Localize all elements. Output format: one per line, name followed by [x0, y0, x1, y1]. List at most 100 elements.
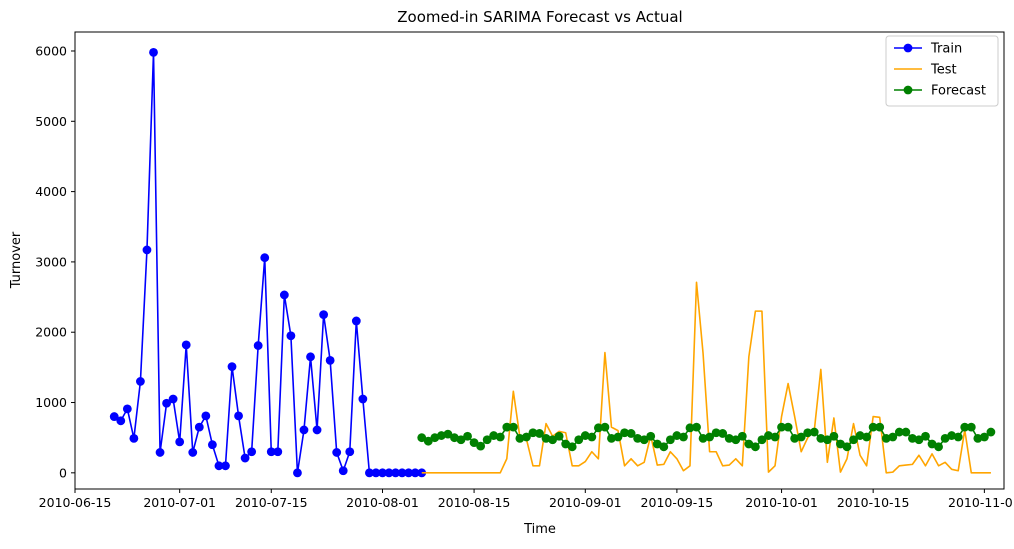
- data-point-forecast: [679, 432, 688, 442]
- data-point-train: [214, 461, 224, 471]
- data-point-train: [273, 447, 283, 457]
- data-point-forecast: [770, 432, 780, 442]
- data-point-forecast: [515, 433, 525, 443]
- data-point-forecast: [862, 432, 872, 442]
- x-tick-label: 2010-07-15: [235, 495, 308, 510]
- data-point-train: [384, 468, 394, 478]
- legend-entry-train: Train: [894, 42, 962, 57]
- legend: Train Test Forecast: [885, 35, 999, 107]
- data-point-train: [168, 394, 178, 404]
- data-point-forecast: [803, 428, 813, 438]
- data-point-train: [312, 425, 322, 435]
- data-point-train: [116, 416, 126, 426]
- data-point-forecast: [541, 433, 551, 443]
- legend-marker-forecast: [903, 85, 913, 95]
- data-point-forecast: [436, 431, 446, 440]
- data-point-forecast: [495, 432, 505, 442]
- data-point-forecast: [966, 422, 976, 432]
- data-point-forecast: [633, 433, 643, 443]
- data-point-train: [306, 352, 315, 362]
- data-point-train: [194, 422, 204, 432]
- data-point-train: [201, 411, 211, 421]
- data-point-forecast: [554, 431, 564, 441]
- data-point-forecast: [489, 431, 499, 440]
- y-axis-label: Turnover: [9, 231, 24, 289]
- data-point-forecast: [790, 433, 800, 443]
- plot-frame: [74, 31, 1005, 490]
- data-point-forecast: [901, 427, 911, 437]
- data-point-forecast: [600, 422, 610, 432]
- data-point-forecast: [888, 432, 898, 442]
- data-point-train: [234, 411, 243, 421]
- data-point-train: [149, 47, 158, 57]
- data-point-forecast: [659, 442, 669, 452]
- data-point-forecast: [574, 435, 584, 445]
- data-point-forecast: [718, 429, 728, 438]
- data-point-forecast: [986, 427, 996, 437]
- data-point-forecast: [953, 432, 963, 442]
- data-point-train: [266, 447, 276, 457]
- data-point-train: [371, 468, 381, 478]
- x-tick-label: 2010-09-01: [549, 495, 622, 510]
- data-point-train: [136, 377, 145, 386]
- data-point-train: [221, 461, 230, 471]
- data-point-forecast: [580, 431, 590, 440]
- data-point-forecast: [548, 435, 557, 445]
- data-point-forecast: [522, 432, 531, 442]
- data-point-train: [410, 468, 420, 478]
- data-point-forecast: [934, 442, 943, 452]
- data-point-forecast: [731, 435, 741, 445]
- data-point-train: [227, 362, 237, 372]
- data-point-forecast: [842, 442, 852, 452]
- x-tick-label: 2010-11-01: [948, 495, 1014, 510]
- x-tick-label: 2010-06-15: [39, 495, 112, 510]
- legend-label-forecast: Forecast: [931, 84, 986, 99]
- data-point-forecast: [620, 428, 629, 438]
- data-point-forecast: [672, 431, 682, 440]
- data-point-train: [299, 425, 309, 435]
- data-point-forecast: [737, 431, 747, 441]
- data-point-train: [358, 394, 368, 404]
- data-point-forecast: [908, 433, 917, 443]
- data-point-forecast: [829, 431, 839, 441]
- data-point-forecast: [979, 432, 989, 442]
- x-tick-label: 2010-09-15: [641, 495, 714, 510]
- data-point-forecast: [921, 431, 930, 441]
- data-point-forecast: [894, 427, 904, 437]
- data-point-forecast: [463, 431, 472, 441]
- data-point-forecast: [777, 422, 786, 432]
- series-forecast: [417, 422, 996, 452]
- data-point-train: [155, 448, 165, 457]
- data-point-forecast: [724, 433, 734, 443]
- data-point-train: [397, 468, 407, 478]
- legend-box: [885, 35, 999, 107]
- y-tick-label: 2000: [35, 325, 67, 340]
- data-point-forecast: [960, 422, 970, 432]
- data-point-train: [325, 355, 335, 365]
- data-point-forecast: [607, 433, 616, 443]
- data-point-train: [240, 453, 250, 463]
- data-point-forecast: [705, 432, 714, 442]
- data-point-train: [109, 412, 119, 421]
- data-point-forecast: [692, 422, 701, 432]
- data-point-train: [279, 290, 289, 300]
- data-point-forecast: [665, 435, 675, 445]
- data-point-forecast: [868, 422, 878, 432]
- data-point-forecast: [816, 433, 826, 443]
- data-point-train: [378, 468, 387, 478]
- data-point-forecast: [796, 432, 806, 442]
- data-point-forecast: [855, 431, 865, 440]
- data-point-forecast: [875, 422, 885, 432]
- data-point-train: [338, 466, 348, 476]
- data-point-train: [188, 448, 198, 457]
- data-point-forecast: [567, 442, 577, 452]
- data-point-forecast: [535, 429, 544, 438]
- data-point-forecast: [822, 435, 832, 445]
- data-point-train: [122, 404, 132, 414]
- legend-label-test: Test: [930, 63, 957, 78]
- data-point-forecast: [849, 435, 858, 445]
- data-point-forecast: [443, 429, 453, 439]
- plot-area: [109, 47, 996, 478]
- data-point-train: [319, 310, 329, 320]
